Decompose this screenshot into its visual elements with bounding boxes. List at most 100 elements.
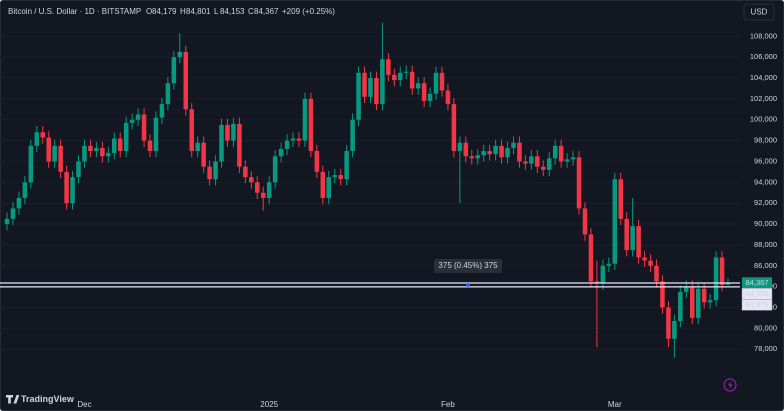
candle-body	[380, 59, 385, 105]
candle-body	[672, 321, 677, 339]
candle-body	[272, 156, 278, 183]
candle-body	[487, 151, 492, 155]
candle-body	[481, 151, 486, 156]
candle-body	[535, 156, 540, 167]
candle-body	[475, 155, 480, 159]
candle-body	[34, 132, 40, 146]
price-label: 84,367	[746, 278, 769, 287]
candle-body	[630, 226, 635, 251]
candle-body	[624, 218, 629, 251]
y-tick-label: 98,000	[754, 136, 777, 145]
grid: 78,00080,00082,00084,00086,00088,00090,0…	[0, 31, 777, 409]
price-label: 84,350	[746, 289, 769, 298]
candle-body	[719, 257, 725, 285]
candle-body	[439, 72, 445, 91]
candle-body	[374, 78, 379, 105]
candle-body	[427, 93, 433, 101]
candle-body	[249, 177, 254, 183]
legend-value: 84,801	[186, 7, 211, 16]
candle-body	[600, 265, 606, 284]
legend-key: C	[248, 7, 254, 16]
candle-body	[290, 138, 296, 141]
candle-body	[660, 281, 665, 308]
candle-body	[58, 145, 63, 172]
legend-key: L	[214, 7, 219, 16]
alert-icon[interactable]	[723, 378, 737, 392]
measure-label: 375 (0.45%) 375	[438, 261, 498, 270]
y-tick-label: 80,000	[754, 323, 777, 332]
candle-body	[76, 161, 81, 178]
candle-body	[636, 226, 641, 258]
candle-body	[314, 151, 320, 172]
candle-body	[171, 57, 177, 84]
candle-body	[689, 286, 695, 318]
symbol-title: Bitcoin / U.S. Dollar · 1D · BITSTAMP	[8, 7, 141, 16]
candle-body	[278, 148, 284, 157]
candle-body	[612, 179, 618, 264]
candle-body	[82, 145, 87, 162]
candle-body	[141, 114, 147, 141]
candle-body	[588, 234, 594, 282]
candle-body	[219, 124, 224, 162]
candle-body	[183, 51, 189, 110]
candle-body	[88, 145, 93, 152]
candle-body	[499, 145, 504, 158]
candle-body	[541, 166, 546, 170]
candle-body	[284, 140, 290, 149]
candle-body	[189, 109, 194, 152]
candle-body	[654, 265, 659, 282]
legend-value: 84,153	[220, 7, 245, 16]
price-label: 83,975	[746, 300, 769, 309]
currency-label[interactable]: USD	[751, 8, 768, 17]
candle-body	[618, 179, 624, 219]
candle-body	[529, 156, 534, 164]
candle-body	[570, 157, 576, 160]
y-tick-label: 108,000	[750, 31, 777, 40]
y-tick-label: 104,000	[750, 73, 777, 82]
y-tick-label: 92,000	[754, 198, 777, 207]
price-label-box	[742, 277, 772, 289]
brand: TradingView	[6, 394, 75, 404]
candle-body	[52, 145, 57, 162]
currency-button[interactable]	[743, 3, 775, 21]
candle-body	[648, 260, 653, 266]
candle-body	[64, 171, 69, 204]
candle-body	[707, 300, 713, 303]
candle-body	[153, 117, 159, 152]
candle-body	[195, 142, 200, 152]
candle-body	[201, 142, 206, 167]
y-tick-label: 106,000	[750, 52, 777, 61]
legend-key: O	[146, 7, 152, 16]
candle-body	[117, 138, 123, 152]
candle-body	[463, 142, 469, 157]
candle-body	[582, 208, 588, 235]
candle-body	[243, 166, 248, 178]
candle-body	[135, 114, 141, 120]
candle-body	[46, 137, 51, 162]
candle-body	[10, 208, 16, 219]
candle-body	[255, 182, 260, 193]
legend-value: 84,367	[254, 7, 279, 16]
candle-body	[725, 282, 731, 285]
measure-handle	[466, 282, 470, 287]
candle-body	[231, 123, 236, 141]
candle-body	[159, 104, 165, 118]
candle-body	[558, 145, 564, 162]
candle-body	[296, 138, 302, 141]
plot	[4, 22, 731, 358]
price-label-box	[741, 299, 773, 311]
alert-bolt	[728, 381, 733, 389]
y-tick-label: 86,000	[754, 261, 777, 270]
legend-key: H	[180, 7, 186, 16]
candle-body	[177, 51, 183, 58]
x-tick-label: Dec	[77, 400, 91, 409]
candle-body	[409, 71, 415, 89]
y-tick-label: 100,000	[750, 115, 777, 124]
candle-body	[421, 83, 427, 101]
y-tick-label: 94,000	[754, 177, 777, 186]
candle-body	[386, 59, 391, 75]
candle-body	[564, 159, 570, 162]
candle-body	[4, 218, 10, 225]
y-tick-label: 88,000	[754, 240, 777, 249]
candle-body	[403, 71, 409, 73]
